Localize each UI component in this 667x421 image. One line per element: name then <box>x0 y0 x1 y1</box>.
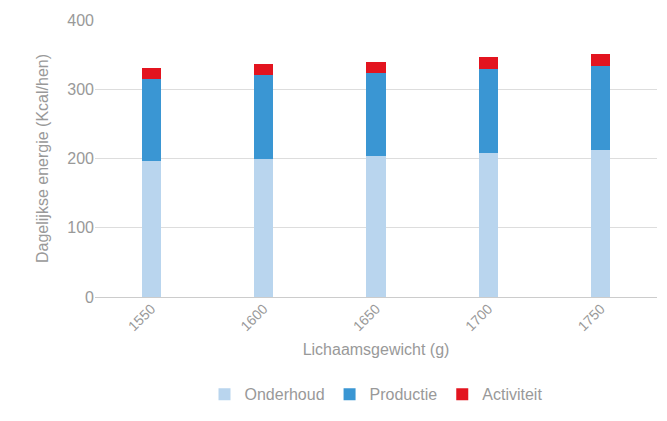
svg-text:Onderhoud: Onderhoud <box>245 386 325 403</box>
svg-text:1700: 1700 <box>462 301 495 334</box>
svg-text:1550: 1550 <box>125 301 158 334</box>
svg-text:200: 200 <box>67 150 94 167</box>
svg-text:Productie: Productie <box>370 386 438 403</box>
svg-text:1750: 1750 <box>575 301 608 334</box>
svg-text:Lichaamsgewicht (g): Lichaamsgewicht (g) <box>303 341 450 358</box>
svg-text:300: 300 <box>67 81 94 98</box>
svg-text:1600: 1600 <box>237 301 270 334</box>
svg-text:1650: 1650 <box>350 301 383 334</box>
svg-text:Dagelijkse energie (Kcal/hen): Dagelijkse energie (Kcal/hen) <box>34 54 51 263</box>
svg-text:400: 400 <box>67 12 94 29</box>
svg-text:0: 0 <box>85 289 94 306</box>
svg-text:100: 100 <box>67 219 94 236</box>
svg-text:Activiteit: Activiteit <box>482 386 542 403</box>
